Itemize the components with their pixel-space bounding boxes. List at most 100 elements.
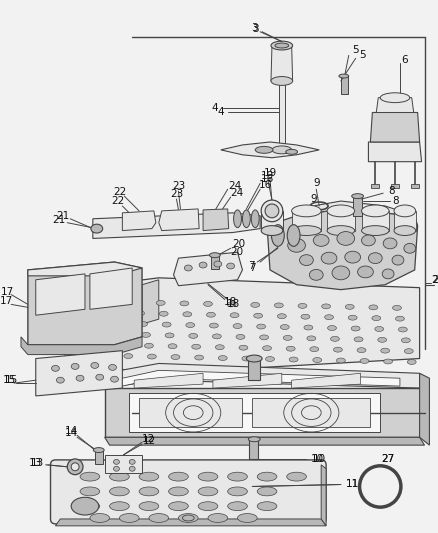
Ellipse shape [285,149,297,154]
Ellipse shape [191,344,200,349]
Ellipse shape [312,358,321,362]
Ellipse shape [165,333,173,338]
Polygon shape [173,252,242,286]
Ellipse shape [241,356,250,361]
Ellipse shape [108,365,116,370]
Ellipse shape [208,514,227,522]
Ellipse shape [347,315,356,320]
Ellipse shape [248,437,260,442]
Ellipse shape [113,466,119,471]
Ellipse shape [270,41,292,50]
Ellipse shape [277,314,286,319]
Ellipse shape [306,336,315,341]
Text: 2: 2 [431,275,438,285]
Ellipse shape [139,487,159,496]
Polygon shape [278,81,284,150]
Ellipse shape [109,300,118,304]
Ellipse shape [361,235,374,246]
Text: 27: 27 [381,454,394,464]
Ellipse shape [206,312,215,317]
Text: 2: 2 [430,275,437,285]
Bar [340,76,347,94]
Text: 10: 10 [310,454,323,464]
Ellipse shape [327,326,336,330]
Ellipse shape [178,514,198,522]
Bar [390,184,398,188]
Ellipse shape [198,502,217,511]
Ellipse shape [141,333,150,337]
Bar [104,455,142,473]
Text: 11: 11 [345,479,358,489]
Ellipse shape [144,343,153,348]
Polygon shape [142,280,159,324]
Polygon shape [122,211,155,231]
Polygon shape [159,209,199,231]
Ellipse shape [406,360,415,365]
Polygon shape [203,209,228,231]
Ellipse shape [51,366,59,372]
Polygon shape [129,393,379,432]
Ellipse shape [85,299,94,304]
Polygon shape [220,142,318,158]
Ellipse shape [115,321,124,326]
Ellipse shape [250,302,259,308]
Text: 20: 20 [230,247,243,257]
Polygon shape [65,278,419,373]
Polygon shape [291,211,321,231]
Ellipse shape [80,487,99,496]
Text: 4: 4 [217,108,223,117]
Text: 6: 6 [401,55,407,66]
Text: 21: 21 [53,215,66,225]
Ellipse shape [289,357,297,362]
Ellipse shape [100,353,109,358]
Ellipse shape [251,210,258,228]
Ellipse shape [324,314,333,320]
Text: 12: 12 [141,434,154,444]
Ellipse shape [67,459,83,475]
Ellipse shape [283,335,291,340]
Ellipse shape [287,238,305,252]
Ellipse shape [313,235,328,246]
Polygon shape [296,201,414,216]
Text: 7: 7 [248,263,255,273]
Ellipse shape [259,335,268,340]
Ellipse shape [95,374,103,380]
Ellipse shape [336,358,345,363]
Text: 15: 15 [3,375,16,385]
Text: 23: 23 [170,189,183,199]
Ellipse shape [333,347,342,352]
Ellipse shape [119,514,139,522]
Ellipse shape [139,502,159,511]
Ellipse shape [359,359,368,364]
Polygon shape [35,274,85,315]
Bar [211,255,218,269]
Ellipse shape [138,321,147,327]
Ellipse shape [227,487,247,496]
Ellipse shape [395,316,403,321]
Polygon shape [104,388,419,437]
Ellipse shape [112,310,120,315]
Ellipse shape [371,316,380,321]
Ellipse shape [286,346,294,351]
Ellipse shape [257,472,276,481]
Text: 13: 13 [31,458,44,468]
Bar [248,359,260,380]
Ellipse shape [274,43,288,48]
Polygon shape [291,373,360,388]
Ellipse shape [184,265,192,271]
Ellipse shape [361,205,388,217]
Ellipse shape [124,353,132,359]
Ellipse shape [353,337,362,342]
Text: 17: 17 [0,296,13,306]
Ellipse shape [91,224,102,233]
Ellipse shape [209,253,220,257]
Ellipse shape [330,336,339,341]
Ellipse shape [400,338,410,343]
Ellipse shape [309,270,322,280]
Text: 21: 21 [57,211,70,221]
Ellipse shape [233,324,241,328]
Ellipse shape [199,262,207,268]
Text: 11: 11 [345,479,358,489]
Ellipse shape [300,314,309,319]
Polygon shape [261,211,282,231]
